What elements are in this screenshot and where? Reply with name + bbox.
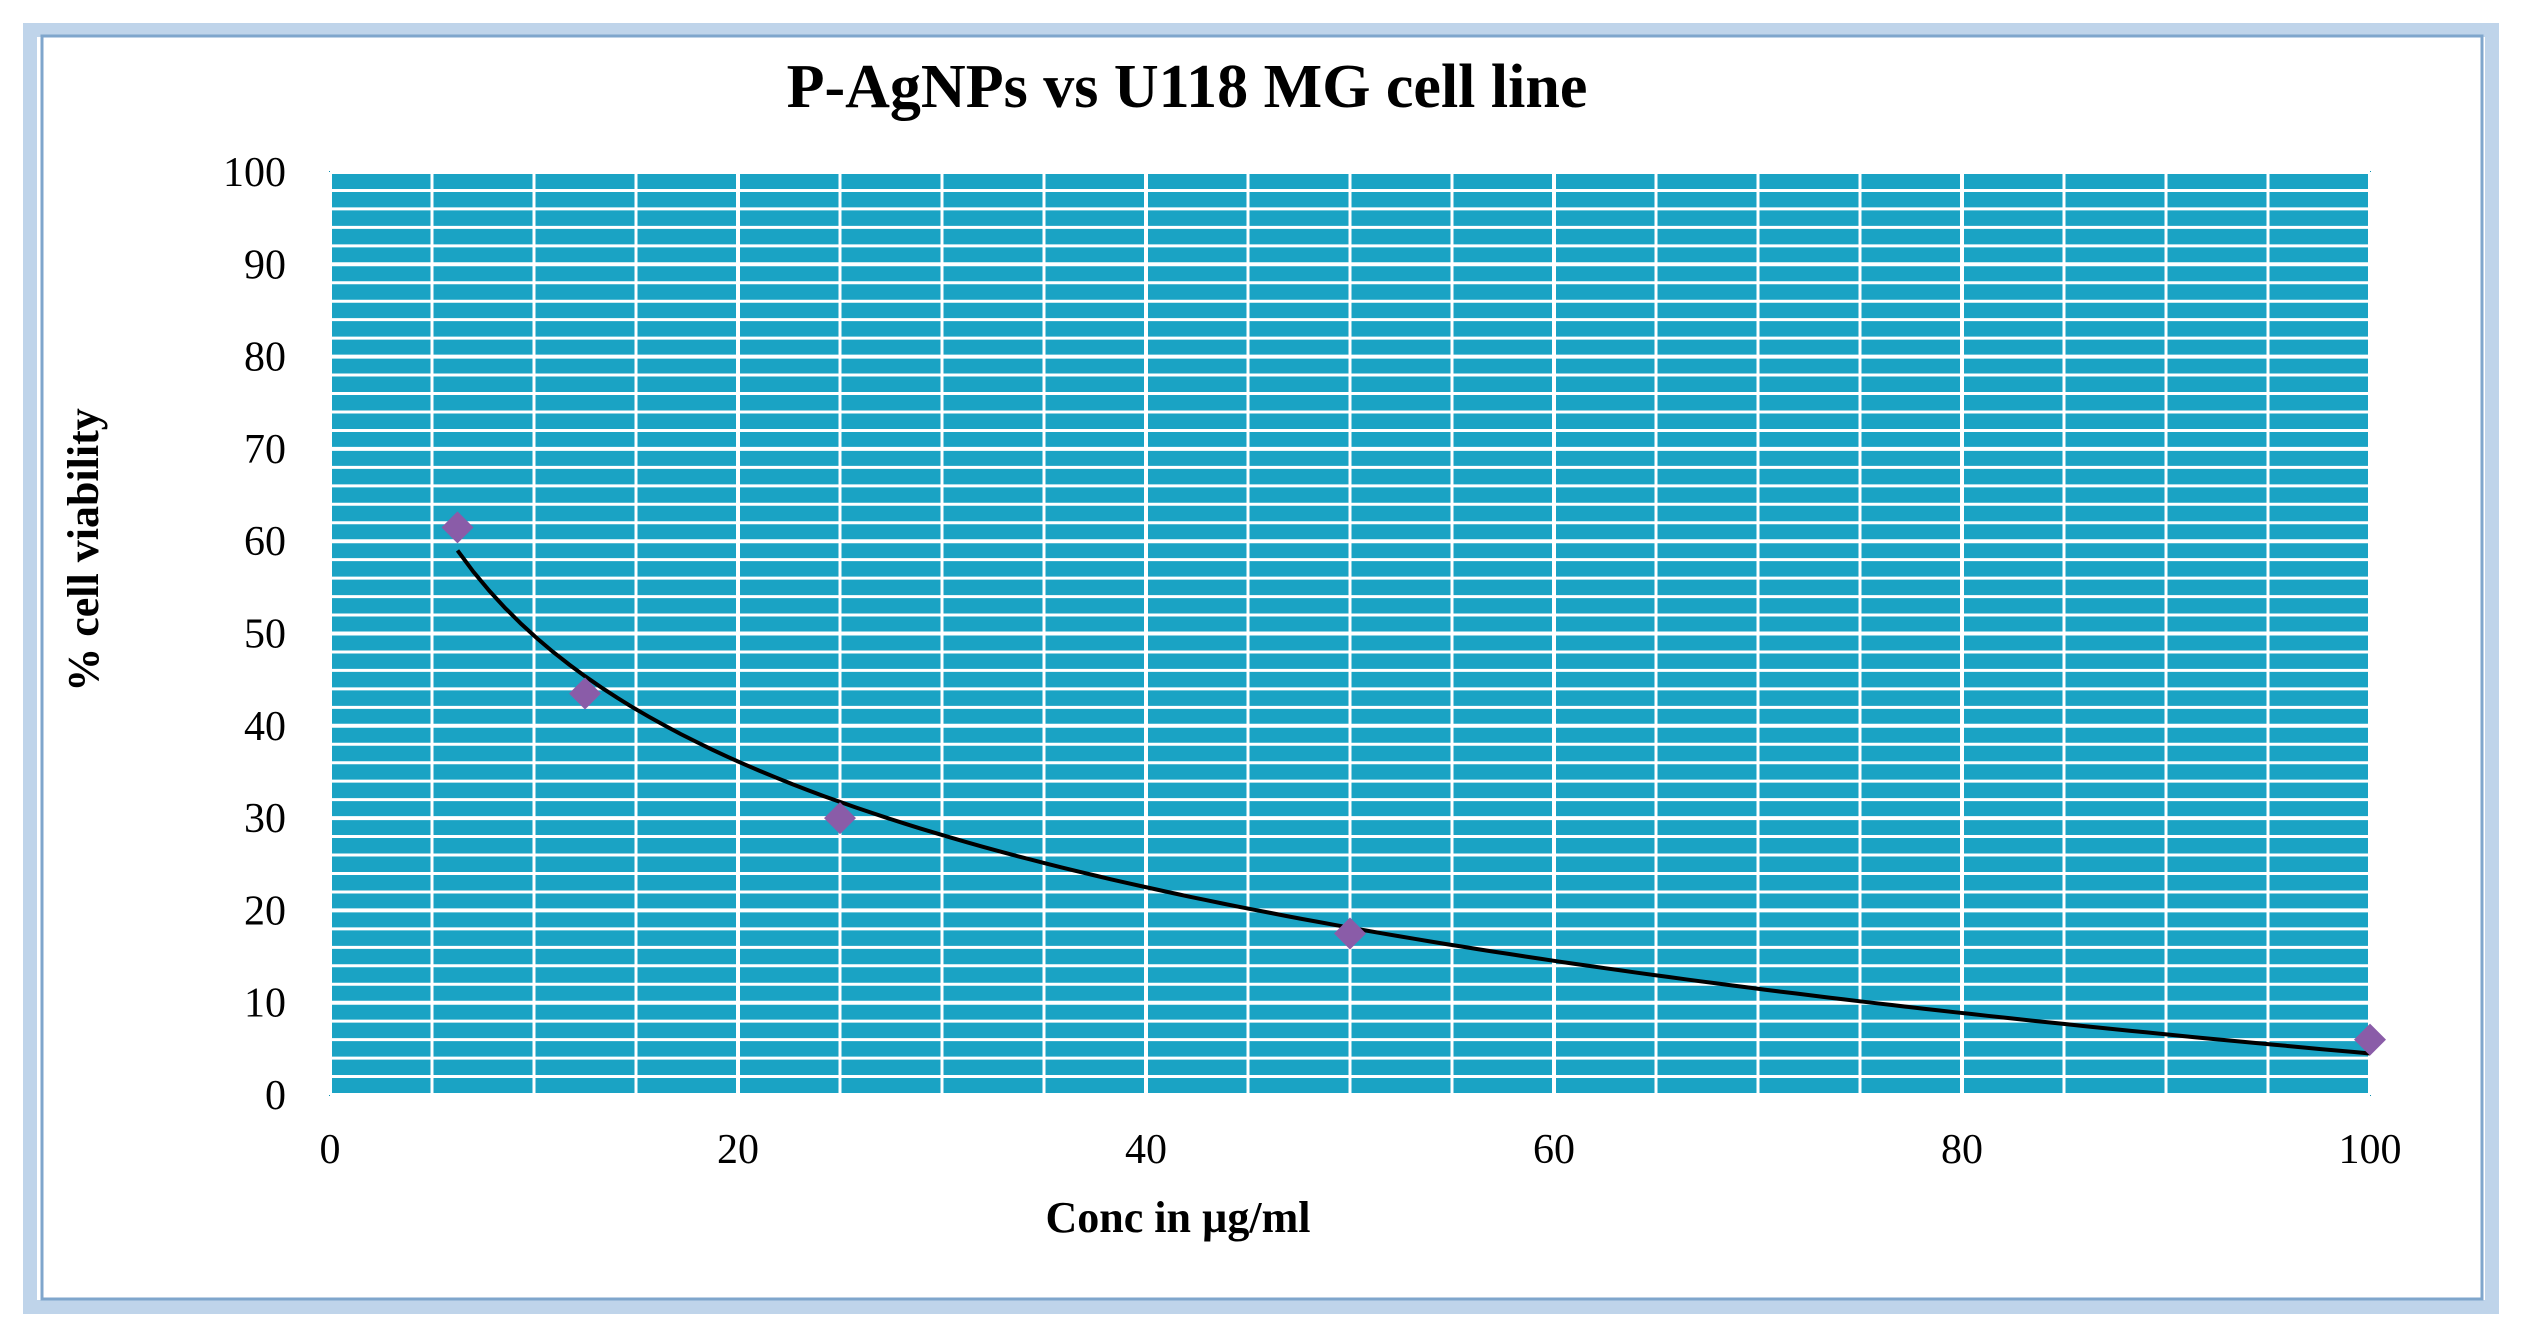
data-point: [569, 677, 601, 710]
data-point: [2354, 1023, 2386, 1056]
data-markers: [441, 511, 2386, 1056]
y-tick-label: 10: [244, 981, 286, 1027]
y-tick-label: 50: [244, 612, 286, 658]
data-point: [824, 802, 856, 835]
y-tick-label: 70: [244, 427, 286, 473]
x-tick-labels: 0 20 40 60 80 100: [320, 1127, 2402, 1173]
y-tick-label: 20: [244, 888, 286, 934]
x-tick-label: 40: [1125, 1127, 1167, 1173]
y-tick-label: 0: [265, 1073, 286, 1119]
y-tick-label: 60: [244, 519, 286, 565]
y-tick-labels: 0 10 20 30 40 50 60 70 80 90 100: [223, 150, 286, 1119]
y-tick-label: 30: [244, 796, 286, 842]
y-tick-label: 100: [223, 150, 286, 196]
x-tick-label: 60: [1533, 1127, 1575, 1173]
y-tick-label: 90: [244, 242, 286, 288]
chart-title: P-AgNPs vs U118 MG cell line: [787, 53, 1588, 121]
y-axis-label: % cell viability: [59, 408, 108, 692]
x-axis-label: Conc in µg/ml: [1046, 1193, 1311, 1242]
frame-shadow: [23, 23, 2499, 1314]
grid-x: [328, 172, 2372, 1095]
trendline: [455, 549, 2371, 1056]
x-tick-label: 0: [320, 1127, 341, 1173]
y-tick-label: 80: [244, 335, 286, 381]
data-point: [1334, 917, 1366, 950]
x-tick-label: 100: [2339, 1127, 2402, 1173]
y-tick-label: 40: [244, 704, 286, 750]
data-point: [441, 511, 474, 544]
x-tick-label: 20: [717, 1127, 759, 1173]
x-tick-label: 80: [1941, 1127, 1983, 1173]
